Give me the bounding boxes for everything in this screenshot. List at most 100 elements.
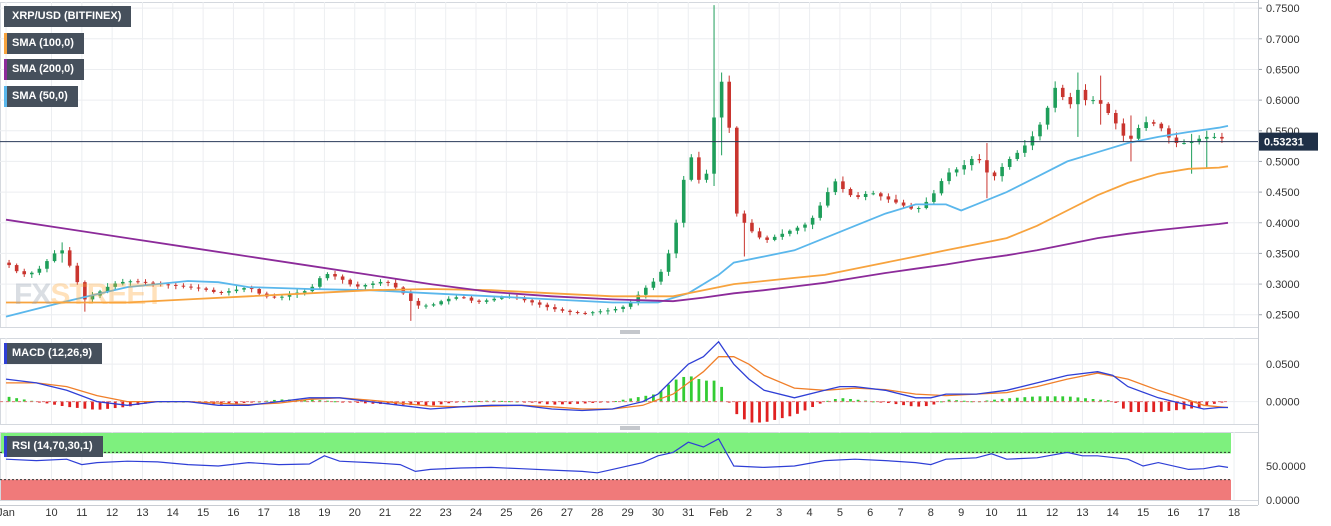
- macd-bar: [507, 401, 511, 403]
- macd-bar: [1076, 397, 1080, 402]
- time-tick-label: 18: [1228, 507, 1240, 519]
- candle: [431, 302, 436, 307]
- candle: [628, 299, 633, 310]
- legend-sma-100[interactable]: SMA (100,0): [4, 33, 84, 54]
- macd-bar: [849, 399, 852, 402]
- candle: [734, 126, 739, 217]
- price-tick-label: 0.3500: [1266, 248, 1300, 260]
- macd-bar: [750, 401, 754, 423]
- time-tick-label: 17: [1198, 507, 1210, 519]
- candle: [818, 202, 822, 221]
- macd-bar: [280, 399, 284, 402]
- candle: [1053, 81, 1057, 113]
- macd-bar: [235, 401, 238, 404]
- time-tick-label: 5: [837, 507, 843, 519]
- candle: [1144, 116, 1148, 131]
- time-tick-label: 10: [985, 507, 997, 519]
- macd-bar: [1175, 401, 1178, 411]
- time-tick-label: 4: [806, 507, 812, 519]
- candle: [560, 307, 565, 313]
- candle: [932, 189, 936, 205]
- macd-line: [5, 340, 1228, 412]
- legend-instrument[interactable]: XRP/USD (BITFINEX): [4, 6, 132, 27]
- candle: [757, 227, 762, 240]
- macd-bar: [128, 401, 132, 407]
- candle: [651, 278, 656, 291]
- time-tick-label: 13: [136, 507, 148, 519]
- macd-bar: [591, 401, 595, 403]
- candle: [833, 178, 838, 196]
- legend-sma-200[interactable]: SMA (200,0): [4, 59, 84, 80]
- time-tick-label: 18: [288, 507, 300, 519]
- macd-bar: [1190, 401, 1194, 409]
- macd-bar: [568, 401, 572, 405]
- candle: [469, 295, 474, 304]
- candle: [439, 299, 443, 306]
- candle: [378, 279, 383, 286]
- candle: [1091, 96, 1095, 105]
- macd-bar: [879, 401, 883, 403]
- macd-bar: [1129, 401, 1133, 413]
- macd-bar: [659, 391, 663, 402]
- time-tick-label: 12: [1046, 507, 1058, 519]
- macd-bar: [561, 401, 564, 405]
- candle: [1212, 132, 1217, 140]
- macd-bar: [689, 376, 693, 402]
- candle: [659, 269, 663, 285]
- candle: [969, 156, 974, 171]
- macd-bar: [803, 401, 807, 411]
- candle: [537, 300, 542, 308]
- macd-bar: [1084, 398, 1087, 402]
- candle: [788, 229, 792, 237]
- candle: [1007, 156, 1012, 170]
- macd-bar: [1106, 400, 1110, 402]
- legend-sma-50[interactable]: SMA (50,0): [4, 86, 78, 107]
- macd-bar: [1167, 401, 1171, 411]
- macd-panel-frame: [0, 338, 1259, 425]
- macd-bar: [53, 401, 56, 405]
- splitter-rsi[interactable]: [620, 426, 640, 430]
- candle: [1068, 92, 1073, 109]
- legend-macd[interactable]: MACD (12,26,9): [4, 343, 103, 364]
- macd-signal-line: [6, 356, 1229, 410]
- macd-bar: [788, 401, 792, 417]
- splitter-macd[interactable]: [620, 330, 640, 334]
- candle: [409, 290, 413, 321]
- time-tick-label: 10: [45, 507, 57, 519]
- candle: [333, 270, 337, 280]
- candle: [803, 222, 807, 232]
- candle: [901, 199, 906, 208]
- candle: [1045, 105, 1050, 130]
- macd-bar: [326, 400, 329, 402]
- candle: [1197, 135, 1201, 145]
- candle: [621, 305, 625, 313]
- time-tick-label: Feb: [709, 507, 728, 519]
- macd-tick-label: 0.0000: [1266, 397, 1300, 409]
- macd-bar: [1159, 401, 1163, 412]
- candle: [871, 190, 876, 196]
- watermark: FXSTREET: [14, 278, 164, 311]
- candle: [848, 187, 853, 198]
- macd-bar: [712, 380, 716, 402]
- candle: [583, 311, 587, 316]
- candle: [613, 306, 618, 313]
- macd-bar: [985, 400, 989, 402]
- price-tick-label: 0.4500: [1266, 187, 1300, 199]
- time-tick-label: 30: [652, 507, 664, 519]
- candle: [795, 225, 800, 235]
- macd-bar: [250, 401, 254, 403]
- macd-bar: [1197, 401, 1201, 408]
- time-tick-label: 25: [500, 507, 512, 519]
- legend-rsi[interactable]: RSI (14,70,30,1): [4, 436, 103, 457]
- rsi-panel: [0, 433, 1231, 500]
- macd-bar: [318, 400, 322, 402]
- candle: [1060, 84, 1065, 101]
- macd-bar: [856, 399, 860, 402]
- candle: [863, 191, 868, 201]
- candle: [416, 298, 421, 309]
- rsi-line: [5, 437, 1229, 474]
- candle: [45, 259, 49, 273]
- macd-bar: [796, 401, 799, 414]
- macd-bar: [98, 401, 102, 410]
- candle: [947, 168, 951, 185]
